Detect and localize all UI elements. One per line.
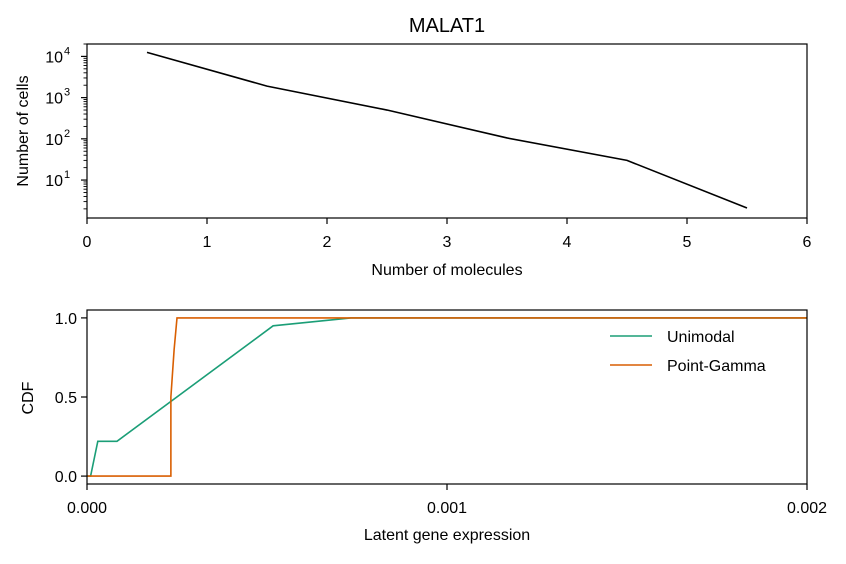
bottom-chart-legend: Unimodal Point-Gamma <box>610 329 766 375</box>
bottom-y-tick-label: 0.5 <box>55 390 77 407</box>
top-x-tick-label: 6 <box>803 234 812 251</box>
top-x-tick-label: 4 <box>563 234 572 251</box>
legend-label-unimodal: Unimodal <box>667 329 735 346</box>
bottom-x-tick-label: 0.000 <box>67 500 107 517</box>
top-chart-y-label: Number of cells <box>15 75 32 186</box>
top-x-tick-label: 3 <box>443 234 452 251</box>
bottom-chart-series-line-1 <box>87 317 807 477</box>
bottom-chart-x-label: Latent gene expression <box>364 527 530 544</box>
top-chart-marks <box>146 51 748 209</box>
top-x-tick-label: 5 <box>683 234 692 251</box>
top-chart-series-line-0 <box>146 51 748 209</box>
top-y-tick-exponent: 4 <box>64 45 70 57</box>
top-y-tick-label: 10 <box>45 132 63 149</box>
bottom-chart-y-label: CDF <box>20 381 37 414</box>
bottom-chart-marks <box>87 317 807 477</box>
bottom-y-tick-label: 0.0 <box>55 469 77 486</box>
legend-label-point-gamma: Point-Gamma <box>667 358 766 375</box>
top-y-tick-label: 10 <box>45 91 63 108</box>
bottom-chart-x-axis: 0.000 0.001 0.002 <box>67 484 827 517</box>
top-y-tick-exponent: 2 <box>64 128 70 140</box>
top-y-tick-label: 10 <box>45 49 63 66</box>
bottom-y-tick-label: 1.0 <box>55 311 77 328</box>
bottom-chart: 0.000 0.001 0.002 0.0 0.5 1.0 Latent gene ex… <box>20 309 827 544</box>
top-y-tick-exponent: 3 <box>64 87 70 99</box>
top-chart-x-label: Number of molecules <box>371 262 522 279</box>
top-chart-x-axis: 0 1 2 3 4 5 6 <box>83 218 812 251</box>
top-x-tick-label: 1 <box>203 234 212 251</box>
top-chart-title: MALAT1 <box>409 15 485 37</box>
bottom-x-tick-label: 0.002 <box>787 500 827 517</box>
top-x-tick-label: 0 <box>83 234 92 251</box>
top-y-tick-label: 10 <box>45 173 63 190</box>
top-y-tick-exponent: 1 <box>64 169 70 181</box>
bottom-x-tick-label: 0.001 <box>427 500 467 517</box>
bottom-chart-y-axis: 0.0 0.5 1.0 <box>55 311 87 486</box>
top-x-tick-label: 2 <box>323 234 332 251</box>
